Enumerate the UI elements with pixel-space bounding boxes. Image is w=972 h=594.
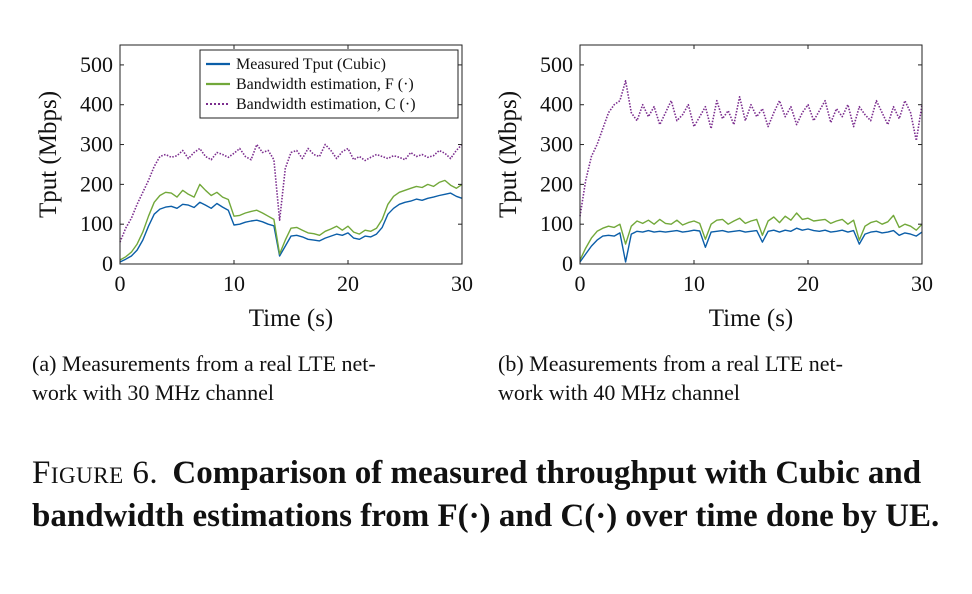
plot-a-legend-box xyxy=(199,49,459,119)
plot-b-ylabel: Tput (Mbps) xyxy=(495,91,522,218)
plot-b-xtick-label: 10 xyxy=(683,271,705,296)
plot-b-ytick-label: 0 xyxy=(562,251,573,276)
plot-a-ytick-label: 0 xyxy=(102,251,113,276)
subcaption-a-line-1: (a) Measurements from a real LTE net- xyxy=(32,351,376,376)
plot-a-xlabel: Time (s) xyxy=(249,305,334,332)
plot-b-xlabel: Time (s) xyxy=(709,305,794,332)
plot-a-ytick-label: 500 xyxy=(80,52,113,77)
plot-b-xtick-label: 30 xyxy=(911,271,933,296)
plot-a-xtick-label: 0 xyxy=(115,271,126,296)
plot-b-ytick-label: 500 xyxy=(540,52,573,77)
plot-a-ylabel: Tput (Mbps) xyxy=(35,91,62,218)
plot-a-xtick-label: 20 xyxy=(337,271,359,296)
plot-b-ytick-label: 300 xyxy=(540,132,573,157)
plot-a-frame xyxy=(119,44,463,265)
plot-a-series-2-line xyxy=(119,179,463,261)
plot-a-series-1-line xyxy=(119,192,463,263)
subcaption-a-line-2: work with 30 MHz channel xyxy=(32,380,274,405)
plot-a-ytick-label: 200 xyxy=(80,171,113,196)
plot-b-frame xyxy=(579,44,923,265)
figure-caption: Figure 6. Comparison of measured through… xyxy=(32,452,952,538)
plot-a-ytick-label: 100 xyxy=(80,211,113,236)
plot-b-series-3-line xyxy=(579,80,923,217)
plot-a-xtick-label: 30 xyxy=(451,271,473,296)
subcaption-b: (b) Measurements from a real LTE net- wo… xyxy=(498,349,958,407)
subcaption-a: (a) Measurements from a real LTE net- wo… xyxy=(32,349,492,407)
plot-b-xtick-label: 20 xyxy=(797,271,819,296)
plot-a-legend-label-1: Measured Tput (Cubic) xyxy=(236,56,386,73)
subcaption-b-line-2: work with 40 MHz channel xyxy=(498,380,740,405)
subcaption-b-line-1: (b) Measurements from a real LTE net- xyxy=(498,351,843,376)
plot-a-series-3-line xyxy=(119,143,463,243)
plot-a-xtick-label: 10 xyxy=(223,271,245,296)
plot-b-ytick-label: 200 xyxy=(540,171,573,196)
plot-b-xtick-label: 0 xyxy=(575,271,586,296)
plot-b-series-1-line xyxy=(579,227,923,263)
plot-a-legend-label-2: Bandwidth estimation, F (·) xyxy=(236,76,414,93)
plot-a-ytick-label: 300 xyxy=(80,132,113,157)
figure-label: Figure 6. xyxy=(32,455,159,491)
figure-caption-text: Comparison of measured throughput with C… xyxy=(32,455,940,534)
plot-a-legend-label-3: Bandwidth estimation, C (·) xyxy=(236,96,416,113)
plot-b-ytick-label: 100 xyxy=(540,211,573,236)
plot-b-ytick-label: 400 xyxy=(540,92,573,117)
plot-b-series-2-line xyxy=(579,212,923,261)
plot-a-ytick-label: 400 xyxy=(80,92,113,117)
